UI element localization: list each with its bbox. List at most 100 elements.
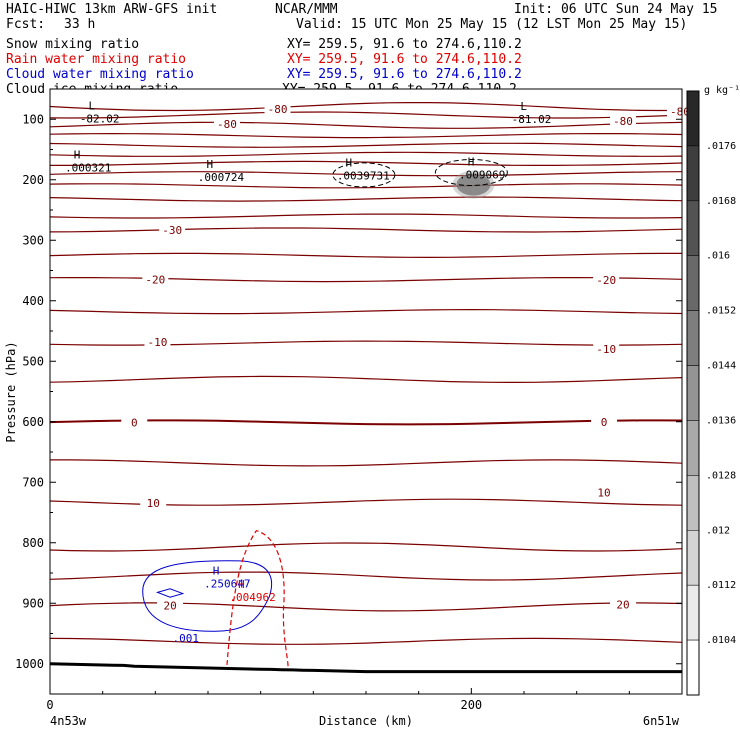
isotherm-line: [49, 419, 683, 426]
colorbar-frame: [686, 90, 700, 696]
extremum-value: .000321: [65, 161, 111, 174]
extremum-mark: H: [346, 156, 353, 169]
contour-label: 10: [147, 497, 160, 510]
isotherm-line: [49, 121, 683, 129]
extremum-value: .009069: [459, 169, 505, 182]
run-title: HAIC-HIWC 13km ARW-GFS init: [6, 2, 217, 17]
contour-label: 0: [601, 416, 608, 429]
field-xy-snow: XY= 259.5, 91.6 to 274.6,110.2: [287, 37, 522, 52]
isotherm-line: [49, 542, 683, 552]
x-right-location: 6n51w: [643, 714, 680, 728]
colorbar-unit: g kg⁻¹: [704, 85, 740, 96]
isotherm-line: [49, 102, 683, 112]
contour-label-bg: [610, 598, 637, 610]
x-axis: 0 200: [46, 688, 630, 712]
contour-label-bg: [264, 102, 291, 114]
isotherm-line: [50, 160, 683, 166]
extremum-mark: H: [206, 158, 213, 171]
contour-label-bg: [591, 486, 618, 498]
contour-label-bg: [144, 335, 171, 347]
isotherm-line: [49, 132, 683, 139]
x-tick-label: 200: [460, 698, 482, 712]
colorbar-segment: [686, 530, 700, 586]
extrema: L-82.02L-81.02H.000321 H.000724H.0039731H…: [65, 99, 551, 645]
extremum-mark: L: [520, 100, 527, 113]
colorbar-tick-label: .0128: [706, 470, 736, 481]
isotherm-line: [49, 111, 683, 119]
y-tick-label: 900: [22, 596, 44, 610]
extremum-mark: H: [238, 578, 245, 591]
isotherm-line: [49, 637, 683, 645]
y-tick-label: 1000: [15, 657, 44, 671]
contour-label: -80: [670, 105, 690, 118]
colorbar-tick-label: .0144: [706, 361, 736, 372]
ice-shading-halo: [452, 170, 495, 199]
contour-label: -20: [145, 274, 165, 287]
contour-label-bg: [159, 223, 186, 235]
colorbar-tick-label: .0104: [706, 635, 736, 646]
isotherm-line: [49, 171, 683, 177]
contour-label: -80: [268, 103, 288, 116]
contour-label-bg: [213, 118, 240, 130]
y-tick-label: 800: [22, 536, 44, 550]
colorbar-segment: [686, 365, 700, 421]
forecast-label: Fcst:: [6, 17, 45, 32]
valid-time: Valid: 15 UTC Mon 25 May 15 (12 LST Mon …: [296, 17, 687, 32]
contour-label: -10: [148, 336, 168, 349]
surface-line: [49, 662, 682, 674]
colorbar-segment: [686, 420, 700, 476]
colorbar-segment: [686, 584, 700, 641]
x-left-location: 4n53w: [50, 714, 87, 728]
contour-label: 20: [163, 600, 176, 613]
y-tick-label: 200: [22, 173, 44, 187]
isotherm-line: [49, 602, 683, 612]
field-xy-rain: XY= 259.5, 91.6 to 274.6,110.2: [287, 52, 522, 67]
rain-water-contour: [226, 529, 289, 667]
contour-label-bg: [610, 115, 637, 127]
colorbar-tick-label: .0176: [706, 141, 736, 152]
colorbar-segment: [686, 475, 700, 531]
contour-label: -80: [613, 115, 633, 128]
isotherm-line: [49, 227, 683, 233]
contour-label-bg: [666, 105, 693, 117]
field-name-snow: Snow mixing ratio: [6, 37, 139, 52]
cloud-water-inner-contour: [155, 588, 185, 598]
field-name-rain: Rain water mixing ratio: [6, 52, 186, 67]
extremum-value: .001: [173, 632, 200, 645]
contour-label: -20: [596, 274, 616, 287]
isotherm-line: [49, 142, 683, 148]
isotherm-line: [50, 459, 683, 467]
contour-label-bg: [142, 273, 169, 285]
field-xy-cloud-water: XY= 259.5, 91.6 to 274.6,110.2: [287, 67, 522, 82]
y-tick-label: 700: [22, 475, 44, 489]
surface-line: [49, 662, 682, 674]
contour-label-bg: [593, 274, 620, 286]
extremum-value: .004962: [229, 591, 275, 604]
extremum-mark: L: [89, 99, 96, 112]
isotherm-line: [49, 571, 683, 581]
shading: [452, 170, 495, 199]
contour-label: -80: [217, 118, 237, 131]
contour-label: 10: [597, 487, 610, 500]
x-tick-label: 0: [46, 698, 53, 712]
center-label: NCAR/MMM: [275, 2, 338, 17]
extremum-value: .250647: [204, 578, 250, 591]
extremum-value: -81.02: [512, 113, 552, 126]
colorbar-tick-label: .0168: [706, 196, 736, 207]
x-axis-label: Distance (km): [319, 714, 413, 728]
isotherm-line: [49, 183, 683, 189]
extremum-mark: H: [213, 565, 220, 578]
colorbar-tick-label: .0152: [706, 306, 736, 317]
isotherm-line: [49, 213, 683, 219]
colorbar-segment: [686, 255, 700, 311]
contour-label: -10: [596, 343, 616, 356]
colorbar-segment: [686, 200, 700, 256]
y-tick-label: 300: [22, 233, 44, 247]
colorbar-tick-label: .0112: [706, 580, 736, 591]
contours: [49, 102, 683, 645]
extremum-value: .0039731: [337, 169, 390, 182]
ice-contour-large: [434, 158, 508, 186]
contour-label-bg: [157, 599, 184, 611]
isotherm-line: [49, 151, 683, 157]
